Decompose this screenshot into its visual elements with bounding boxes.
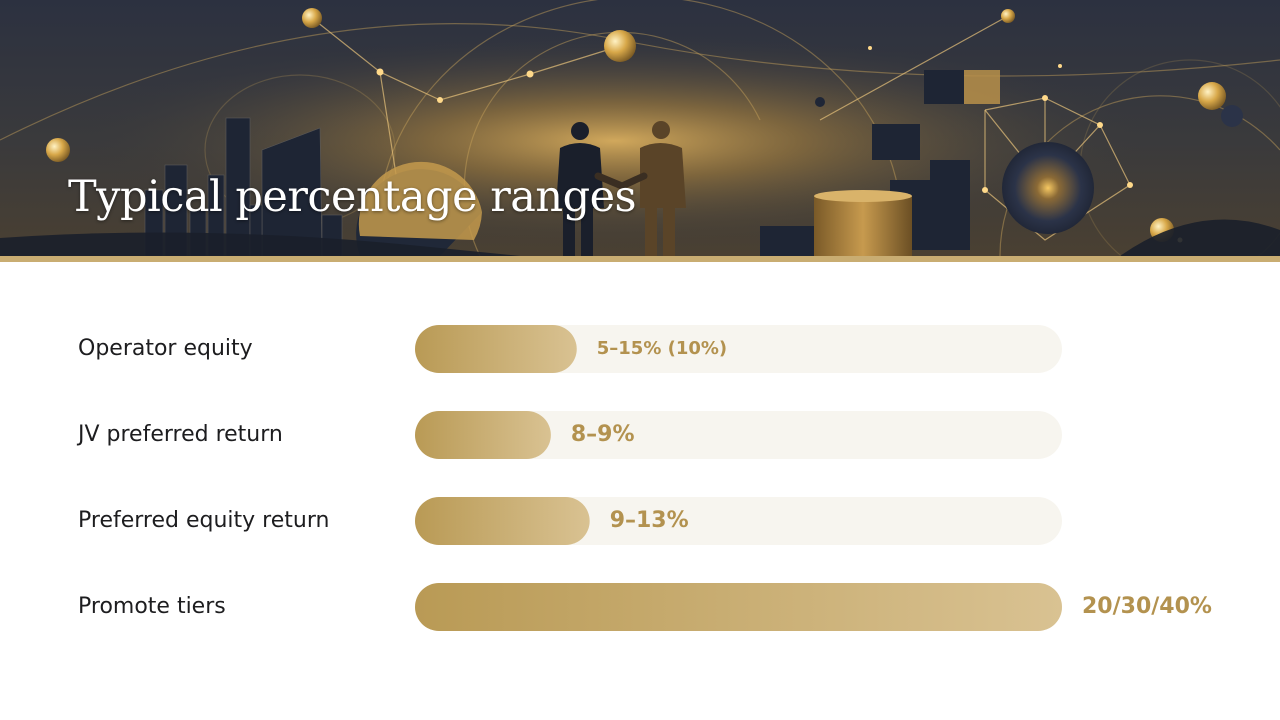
category-label-preferred-equity-return: Preferred equity return: [78, 508, 329, 533]
bar-fill-preferred-equity-return: [415, 497, 590, 545]
value-label-promote-tiers: 20/30/40%: [1082, 594, 1212, 619]
header-divider-rule: [0, 256, 1280, 262]
category-label-operator-equity: Operator equity: [78, 336, 253, 361]
bar-track-operator-equity: [415, 325, 1062, 373]
category-label-jv-preferred-return: JV preferred return: [76, 422, 283, 447]
bar-fill-promote-tiers: [415, 583, 1062, 631]
value-label-preferred-equity-return: 9–13%: [610, 508, 689, 533]
value-label-jv-preferred-return: 8–9%: [571, 422, 635, 447]
percentage-range-bar-chart: Operator equity 5–15% (10%) JV preferred r…: [76, 325, 1212, 631]
bar-track-jv-preferred-return: [415, 411, 1062, 459]
slide-title: Typical percentage ranges: [68, 172, 637, 222]
value-label-operator-equity: 5–15% (10%): [597, 338, 727, 359]
category-label-promote-tiers: Promote tiers: [78, 594, 226, 619]
header-banner-illustration: [0, 0, 1280, 256]
bar-fill-operator-equity: [415, 325, 577, 373]
bar-fill-jv-preferred-return: [415, 411, 551, 459]
